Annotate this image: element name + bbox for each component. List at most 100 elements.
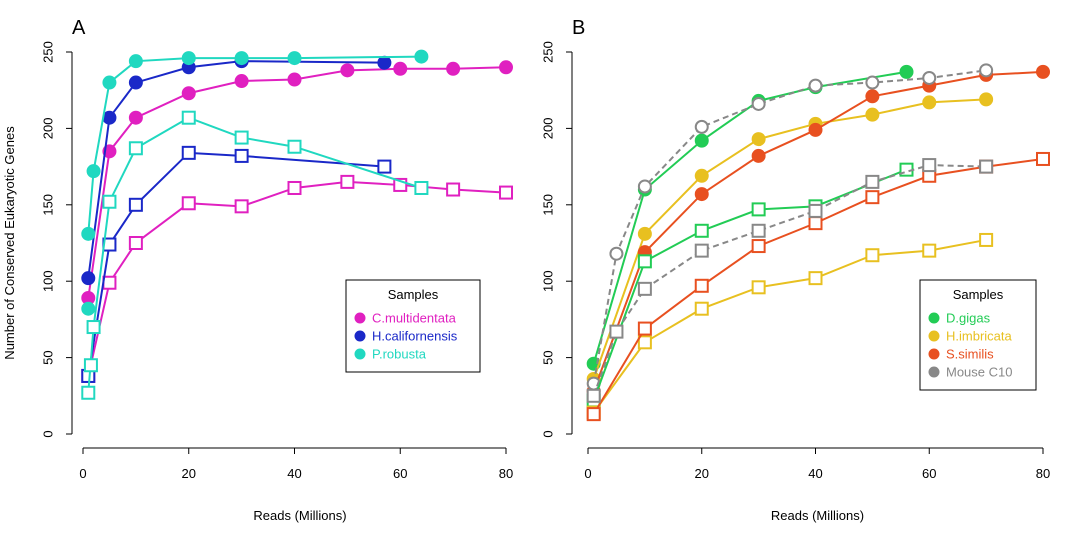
series-line — [592, 69, 987, 384]
legend-item: Mouse C10 — [928, 365, 1012, 380]
data-point — [128, 197, 143, 212]
series-unnamed-4 — [81, 145, 392, 383]
data-point — [234, 199, 249, 214]
data-point — [637, 281, 652, 296]
data-point — [234, 148, 249, 163]
series-unnamed-5 — [586, 232, 994, 420]
data-point — [287, 51, 302, 66]
data-point — [181, 51, 196, 66]
data-point — [181, 145, 196, 160]
data-point — [922, 158, 937, 173]
x-tick-label: 20 — [182, 466, 196, 481]
series-line — [87, 55, 422, 234]
data-point — [83, 358, 98, 373]
y-tick-label: 100 — [541, 270, 556, 292]
legend-item: H.imbricata — [928, 329, 1013, 344]
data-point — [287, 72, 302, 87]
data-point — [181, 110, 196, 125]
data-point — [865, 75, 880, 90]
y-axis-title: Number of Conserved Eukaryotic Genes — [2, 126, 17, 360]
series-line — [592, 70, 907, 364]
data-point — [865, 190, 880, 205]
data-point — [86, 164, 101, 179]
series-line — [592, 164, 987, 397]
panel-letter: A — [72, 17, 86, 39]
data-point — [234, 51, 249, 66]
panel-a: A 0 50 100 150 200 250 0 20 40 60 80 Reads (Millions… — [2, 17, 513, 523]
legend-marker — [928, 330, 940, 342]
data-point — [751, 239, 766, 254]
data-point — [637, 321, 652, 336]
data-point — [694, 119, 709, 134]
x-tick-label: 60 — [922, 466, 936, 481]
data-point — [637, 179, 652, 194]
data-point — [377, 159, 392, 174]
data-point — [414, 49, 429, 64]
data-point — [1036, 151, 1050, 166]
data-point — [377, 55, 392, 70]
data-point — [81, 226, 96, 241]
data-point — [287, 180, 302, 195]
data-point — [979, 92, 994, 107]
data-point — [234, 130, 249, 145]
data-point — [340, 63, 355, 78]
data-point — [808, 216, 823, 231]
data-point — [694, 278, 709, 293]
data-point — [922, 70, 937, 85]
x-tick-label: 80 — [1036, 466, 1050, 481]
series-line — [592, 238, 987, 414]
data-point — [446, 61, 461, 76]
series-line — [592, 98, 987, 380]
x-tick-label: 0 — [79, 466, 86, 481]
x-tick-label: 20 — [695, 466, 709, 481]
data-point — [446, 182, 461, 197]
data-point — [979, 232, 994, 247]
data-point — [499, 185, 513, 200]
x-tick-label: 60 — [393, 466, 407, 481]
data-point — [751, 223, 766, 238]
y-tick-label: 250 — [41, 41, 56, 63]
data-point — [979, 159, 994, 174]
data-point — [637, 335, 652, 350]
data-point — [637, 226, 652, 241]
legend-item: D.gigas — [928, 311, 991, 326]
legend-item: S.similis — [928, 347, 994, 362]
data-point — [751, 132, 766, 147]
legend-marker — [928, 348, 940, 360]
data-point — [865, 107, 880, 122]
data-point — [751, 148, 766, 163]
series-unnamed-5 — [81, 110, 429, 400]
data-point — [81, 385, 96, 400]
data-point — [128, 141, 143, 156]
data-point — [694, 168, 709, 183]
data-point — [694, 243, 709, 258]
legend-marker — [354, 330, 366, 342]
data-point — [234, 74, 249, 89]
data-point — [586, 388, 601, 403]
x-tick-label: 80 — [499, 466, 513, 481]
data-point — [899, 64, 914, 79]
legend-label: H.californensis — [372, 329, 458, 344]
legend-label: S.similis — [946, 347, 994, 362]
series-h-californensis — [81, 54, 392, 286]
x-axis-title: Reads (Millions) — [771, 508, 864, 523]
series-p-robusta — [81, 49, 429, 241]
legend-marker — [928, 312, 940, 324]
legend-box — [345, 279, 481, 373]
legend-label: H.imbricata — [946, 329, 1013, 344]
data-point — [979, 63, 994, 78]
x-axis-title: Reads (Millions) — [253, 508, 346, 523]
data-point — [414, 180, 429, 195]
series-line — [87, 60, 385, 279]
data-point — [181, 86, 196, 101]
series-unnamed-7 — [83, 358, 98, 373]
legend-label: P.robusta — [372, 347, 427, 362]
data-point — [808, 122, 823, 137]
data-point — [609, 324, 624, 339]
data-point — [499, 60, 513, 75]
data-point — [340, 174, 355, 189]
x-tick-label: 0 — [584, 466, 591, 481]
data-point — [128, 54, 143, 69]
data-point — [287, 139, 302, 154]
